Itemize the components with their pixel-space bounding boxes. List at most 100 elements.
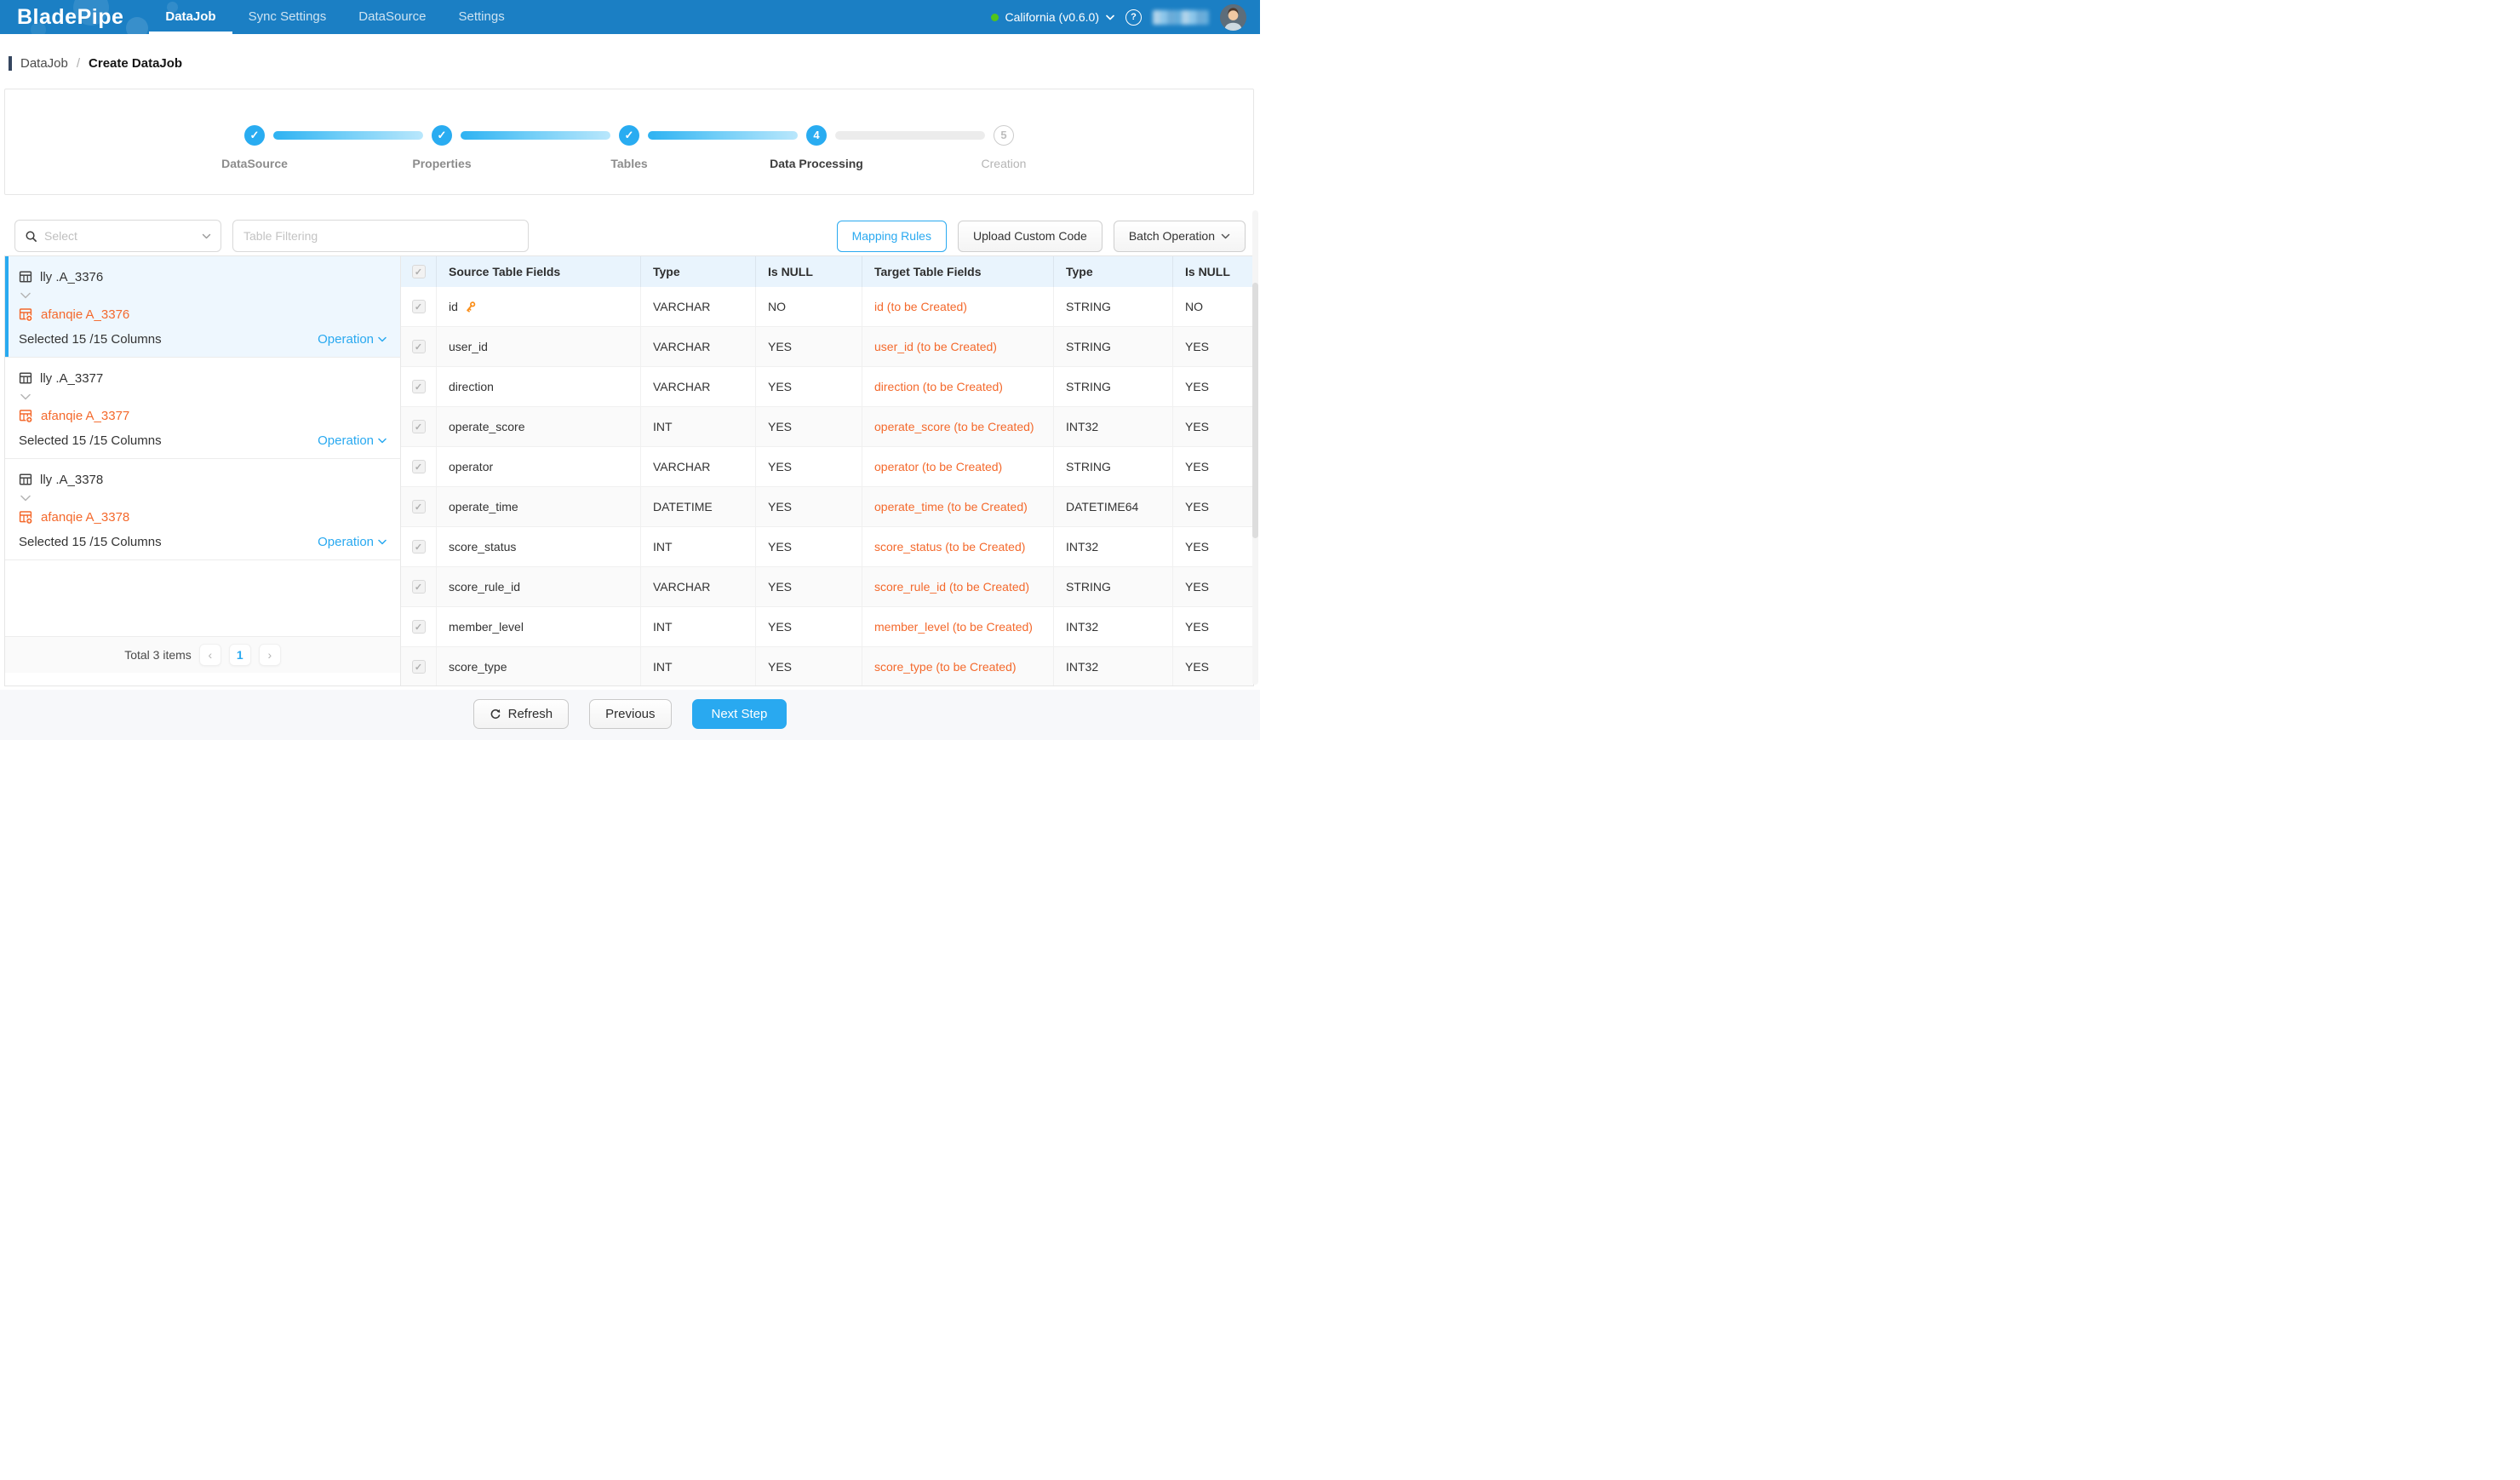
cell-source-field: operate_score [437, 407, 641, 446]
breadcrumb-current: Create DataJob [89, 56, 182, 71]
table-pair-item[interactable]: lly .A_3376 afanqie A_3376 S [5, 256, 400, 358]
expand-row[interactable] [20, 289, 387, 302]
upload-custom-code-button[interactable]: Upload Custom Code [958, 221, 1102, 252]
operation-link[interactable]: Operation [318, 332, 387, 347]
cell-target-field: score_rule_id (to be Created) [862, 567, 1054, 606]
row-checkbox[interactable]: ✓ [412, 380, 426, 393]
breadcrumb-accent-bar [9, 56, 12, 71]
step-label: Data Processing [723, 157, 910, 170]
cell-target-field: score_type (to be Created) [862, 647, 1054, 686]
source-table-row: lly .A_3377 [19, 370, 387, 387]
cell-checkbox: ✓ [401, 447, 437, 486]
help-icon[interactable]: ? [1125, 9, 1142, 26]
previous-button[interactable]: Previous [589, 699, 671, 729]
select-placeholder: Select [44, 229, 77, 243]
table-select-dropdown[interactable]: Select [14, 220, 221, 252]
field-mapping-table: ✓ Source Table Fields Type Is NULL Targe… [401, 256, 1253, 686]
cell-checkbox: ✓ [401, 367, 437, 406]
cell-target-nullable: YES [1173, 647, 1253, 686]
chevron-down-icon [1221, 233, 1230, 239]
cell-target-field: operator (to be Created) [862, 447, 1054, 486]
pagination-page-1[interactable]: 1 [229, 644, 251, 666]
source-field-name: user_id [449, 340, 488, 353]
breadcrumb-parent[interactable]: DataJob [20, 56, 68, 71]
header-cell: Target Table Fields [862, 256, 1054, 287]
row-checkbox[interactable]: ✓ [412, 620, 426, 634]
selected-columns-text: Selected 15 /15 Columns [19, 535, 162, 549]
pagination-prev-button[interactable]: ‹ [199, 644, 221, 666]
app-logo[interactable]: BladePipe [17, 5, 123, 30]
top-nav-bar: BladePipe DataJob Sync Settings DataSour… [0, 0, 1260, 34]
footer-action-bar: Refresh Previous Next Step [0, 690, 1260, 740]
source-field-name: score_rule_id [449, 580, 520, 594]
row-checkbox[interactable]: ✓ [412, 420, 426, 433]
refresh-button[interactable]: Refresh [473, 699, 570, 729]
cell-source-field: operator [437, 447, 641, 486]
source-table-row: lly .A_3376 [19, 268, 387, 285]
row-checkbox[interactable]: ✓ [412, 580, 426, 594]
source-table-row: lly .A_3378 [19, 471, 387, 488]
nav-tab[interactable]: Settings [443, 0, 521, 34]
selected-columns-text: Selected 15 /15 Columns [19, 332, 162, 347]
chevron-down-icon [20, 393, 31, 400]
cell-source-type: VARCHAR [641, 327, 756, 366]
nav-tab-label: Settings [459, 9, 505, 24]
row-checkbox[interactable]: ✓ [412, 300, 426, 313]
row-checkbox[interactable]: ✓ [412, 500, 426, 513]
table-row: ✓ operator VARCHAR YES operator (to be C… [401, 447, 1253, 487]
cell-target-field: member_level (to be Created) [862, 607, 1054, 646]
cell-source-field: id [437, 287, 641, 326]
step-circle: 5 [994, 125, 1014, 146]
step-circle: ✓ [619, 125, 639, 146]
source-field-name: score_status [449, 540, 516, 554]
table-filter-input[interactable] [232, 220, 529, 252]
scrollbar-thumb[interactable] [1252, 283, 1258, 538]
operation-link[interactable]: Operation [318, 433, 387, 448]
cell-target-type: STRING [1054, 567, 1173, 606]
header-cell: Is NULL [1173, 256, 1253, 287]
wizard-step: ✓ Tables [536, 120, 723, 170]
batch-operation-button[interactable]: Batch Operation [1114, 221, 1246, 252]
expand-row[interactable] [20, 390, 387, 404]
mapping-rules-button[interactable]: Mapping Rules [837, 221, 947, 252]
nav-tab[interactable]: Sync Settings [232, 0, 343, 34]
chevron-down-icon [20, 495, 31, 502]
expand-row[interactable] [20, 491, 387, 505]
refresh-icon [490, 708, 501, 720]
select-all-checkbox[interactable]: ✓ [412, 265, 426, 278]
next-step-button[interactable]: Next Step [692, 699, 788, 729]
cell-target-nullable: YES [1173, 407, 1253, 446]
row-checkbox[interactable]: ✓ [412, 540, 426, 554]
row-checkbox[interactable]: ✓ [412, 460, 426, 473]
table-add-icon [19, 409, 33, 423]
nav-tab[interactable]: DataJob [149, 0, 232, 34]
cell-checkbox: ✓ [401, 487, 437, 526]
cell-source-nullable: YES [756, 367, 862, 406]
mapping-card: lly .A_3376 afanqie A_3376 S [4, 255, 1254, 686]
cell-source-type: VARCHAR [641, 287, 756, 326]
environment-selector[interactable]: California (v0.6.0) [991, 10, 1115, 24]
cell-target-nullable: YES [1173, 567, 1253, 606]
cell-target-nullable: YES [1173, 447, 1253, 486]
row-checkbox[interactable]: ✓ [412, 660, 426, 674]
cell-target-nullable: YES [1173, 607, 1253, 646]
cell-source-type: INT [641, 647, 756, 686]
sidebar-bottom-space [5, 673, 400, 686]
source-table-name: lly .A_3377 [40, 371, 103, 386]
table-pair-item[interactable]: lly .A_3378 afanqie A_3378 S [5, 459, 400, 560]
cell-checkbox: ✓ [401, 647, 437, 686]
operation-link[interactable]: Operation [318, 535, 387, 549]
pagination-next-button[interactable]: › [259, 644, 281, 666]
nav-tab[interactable]: DataSource [342, 0, 442, 34]
operation-label: Operation [318, 433, 374, 448]
cell-target-type: DATETIME64 [1054, 487, 1173, 526]
wizard-step: ✓ DataSource [161, 120, 348, 170]
avatar[interactable] [1220, 4, 1246, 31]
cell-checkbox: ✓ [401, 567, 437, 606]
row-checkbox[interactable]: ✓ [412, 340, 426, 353]
target-table-name: afanqie A_3378 [41, 510, 129, 525]
header-cell: Type [1054, 256, 1173, 287]
decorative-bubble [126, 17, 148, 34]
nav-tab-label: DataSource [358, 9, 426, 24]
table-pair-item[interactable]: lly .A_3377 afanqie A_3377 S [5, 358, 400, 459]
